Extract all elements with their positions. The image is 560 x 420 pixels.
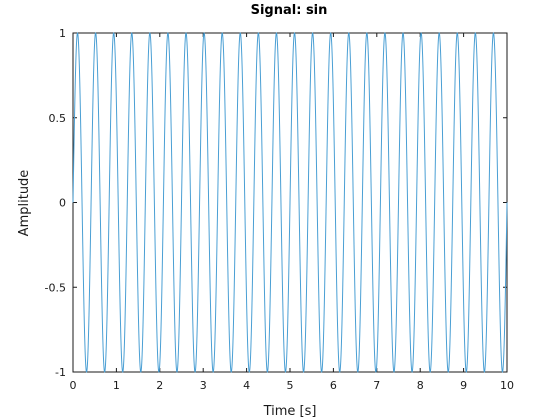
x-tick-label: 5 <box>287 379 294 392</box>
x-tick-label: 0 <box>70 379 77 392</box>
series-sin-line <box>72 32 508 373</box>
y-tick-label: 1 <box>59 27 66 40</box>
y-tick-label: 0 <box>59 197 66 210</box>
x-tick-label: 9 <box>460 379 467 392</box>
y-tick-label: 0.5 <box>49 112 67 125</box>
x-axis-ticks: 0 1 2 3 4 5 6 7 8 9 10 <box>70 33 514 392</box>
x-tick-label: 1 <box>113 379 120 392</box>
y-axis-label: Amplitude <box>17 170 32 237</box>
x-tick-label: 10 <box>500 379 514 392</box>
x-tick-label: 2 <box>156 379 163 392</box>
x-tick-label: 4 <box>243 379 250 392</box>
chart-title: Signal: sin <box>251 3 328 18</box>
x-tick-label: 6 <box>330 379 337 392</box>
x-tick-label: 3 <box>200 379 207 392</box>
x-axis-label: Time [s] <box>263 404 317 419</box>
y-axis-ticks: 1 0.5 0 -0.5 -1 <box>45 27 507 379</box>
y-tick-label: -0.5 <box>45 281 66 294</box>
x-tick-label: 8 <box>417 379 424 392</box>
x-tick-label: 7 <box>373 379 380 392</box>
y-tick-label: -1 <box>55 366 66 379</box>
